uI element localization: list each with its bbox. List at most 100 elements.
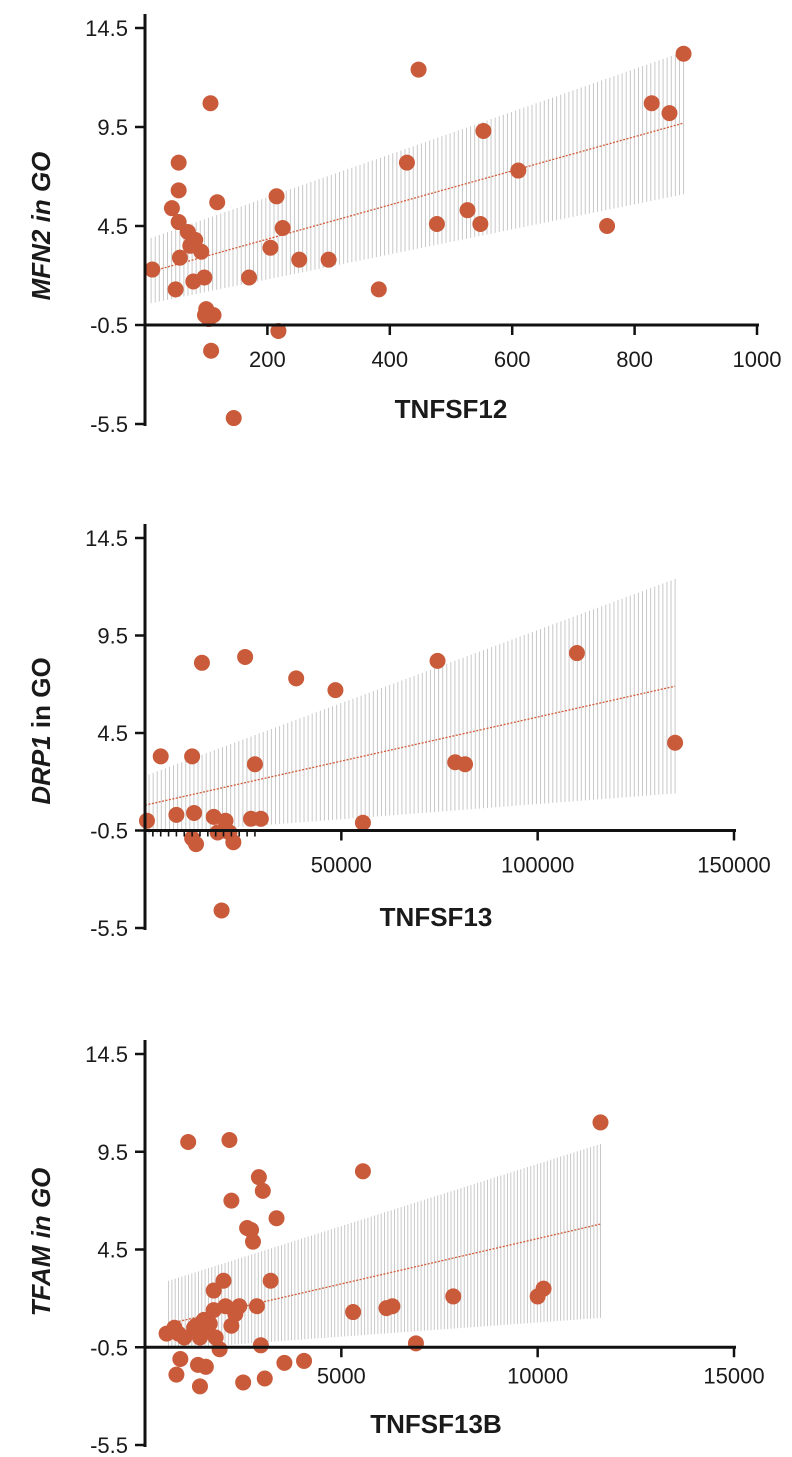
x-tick-label: 100000 — [501, 853, 574, 878]
data-point — [535, 1280, 552, 1297]
data-point — [171, 249, 188, 266]
y-axis-title: DRP1 in GO — [26, 657, 56, 804]
y-tick-label: 14.5 — [85, 16, 128, 41]
data-point — [244, 1233, 261, 1250]
data-point — [180, 1133, 197, 1150]
data-point — [144, 261, 161, 278]
data-points — [158, 1114, 609, 1395]
data-point — [410, 61, 427, 78]
data-point — [288, 670, 305, 687]
data-point — [274, 219, 291, 236]
data-point — [152, 748, 169, 765]
axes: 14.5 9.5 4.5 -0.5 -5.5 5000 10000 15000 — [85, 1040, 765, 1457]
data-point — [223, 1192, 240, 1209]
data-point — [592, 1114, 609, 1131]
data-point — [291, 251, 308, 268]
data-point — [354, 814, 371, 831]
x-axis-title: TNFSF13B — [370, 1409, 501, 1439]
y-tick-label: -0.5 — [90, 819, 128, 844]
data-point — [246, 756, 263, 773]
data-point — [237, 648, 254, 665]
data-point — [475, 122, 492, 139]
x-tick-label: 800 — [616, 347, 653, 372]
data-point — [568, 645, 585, 662]
data-point — [163, 200, 180, 217]
data-point — [205, 307, 222, 324]
data-point — [384, 1298, 401, 1315]
y-tick-label: -5.5 — [90, 916, 128, 941]
data-point — [188, 836, 205, 853]
data-point — [296, 1352, 313, 1369]
data-point — [138, 812, 155, 829]
data-point — [457, 756, 474, 773]
x-tick-label: 600 — [494, 347, 531, 372]
y-tick-label: 4.5 — [97, 214, 128, 239]
regression-line — [150, 122, 684, 273]
confidence-band — [150, 51, 685, 304]
data-point — [215, 1272, 232, 1289]
y-tick-label: 4.5 — [97, 721, 128, 746]
x-tick-label: 200 — [249, 347, 286, 372]
data-points — [138, 645, 684, 919]
x-tick-label: 15000 — [703, 1363, 764, 1388]
data-point — [186, 804, 203, 821]
data-point — [168, 1366, 185, 1383]
confidence-band — [144, 578, 676, 835]
y-axis-title: TFAM in GO — [26, 1168, 56, 1317]
data-point — [270, 322, 287, 339]
data-point — [407, 1335, 424, 1352]
data-point — [643, 95, 660, 112]
x-tick-label: 5000 — [317, 1363, 366, 1388]
data-point — [254, 1182, 271, 1199]
y-tick-label: 9.5 — [97, 115, 128, 140]
y-tick-label: -5.5 — [90, 412, 128, 437]
data-point — [256, 1370, 273, 1387]
data-point — [252, 1337, 269, 1354]
regression-line — [144, 685, 676, 806]
data-point — [211, 1341, 228, 1358]
data-point — [235, 1374, 252, 1391]
data-point — [213, 902, 230, 919]
data-point — [345, 1304, 362, 1321]
y-tick-label: -0.5 — [90, 313, 128, 338]
x-axis-title: TNFSF13 — [380, 902, 493, 932]
data-point — [203, 342, 220, 359]
data-point — [354, 1163, 371, 1180]
x-tick-label: 1000 — [733, 347, 782, 372]
regression-line-group — [150, 122, 684, 273]
data-point — [170, 154, 187, 171]
y-tick-label: 4.5 — [97, 1238, 128, 1263]
y-tick-label: 14.5 — [85, 1042, 128, 1067]
scatter-chart-mfn2: 14.5 9.5 4.5 -0.5 -5.5 200 400 600 800 1000 TNFSF… — [26, 14, 781, 437]
data-point — [205, 1282, 222, 1299]
scatter-chart-tfam: 14.5 9.5 4.5 -0.5 -5.5 5000 10000 15000 TNFSF13… — [26, 1040, 765, 1457]
data-point — [268, 188, 285, 205]
data-point — [428, 216, 445, 233]
y-tick-label: 9.5 — [97, 1140, 128, 1165]
y-tick-label: 14.5 — [85, 526, 128, 551]
data-point — [225, 834, 242, 851]
x-tick-label: 150000 — [697, 853, 770, 878]
data-point — [196, 269, 213, 286]
data-point — [193, 243, 210, 260]
data-point — [262, 1272, 279, 1289]
data-point — [209, 194, 226, 211]
data-point — [168, 806, 185, 823]
data-point — [510, 162, 527, 179]
data-point — [429, 652, 446, 669]
data-point — [191, 1378, 208, 1395]
data-point — [667, 734, 684, 751]
data-points — [144, 45, 692, 427]
data-point — [250, 1169, 267, 1186]
data-point — [661, 105, 678, 122]
x-tick-label: 400 — [371, 347, 408, 372]
data-point — [197, 1358, 214, 1375]
data-point — [268, 1210, 285, 1227]
confidence-band — [168, 1143, 601, 1350]
data-point — [221, 1132, 238, 1149]
axes: 14.5 9.5 4.5 -0.5 -5.5 200 400 600 800 1000 — [85, 14, 781, 437]
data-point — [167, 281, 184, 298]
y-tick-label: -5.5 — [90, 1433, 128, 1457]
scatter-chart-drp1: 14.5 9.5 4.5 -0.5 -5.5 50000 100000 150000 TNFS… — [26, 524, 771, 941]
data-point — [472, 216, 489, 233]
